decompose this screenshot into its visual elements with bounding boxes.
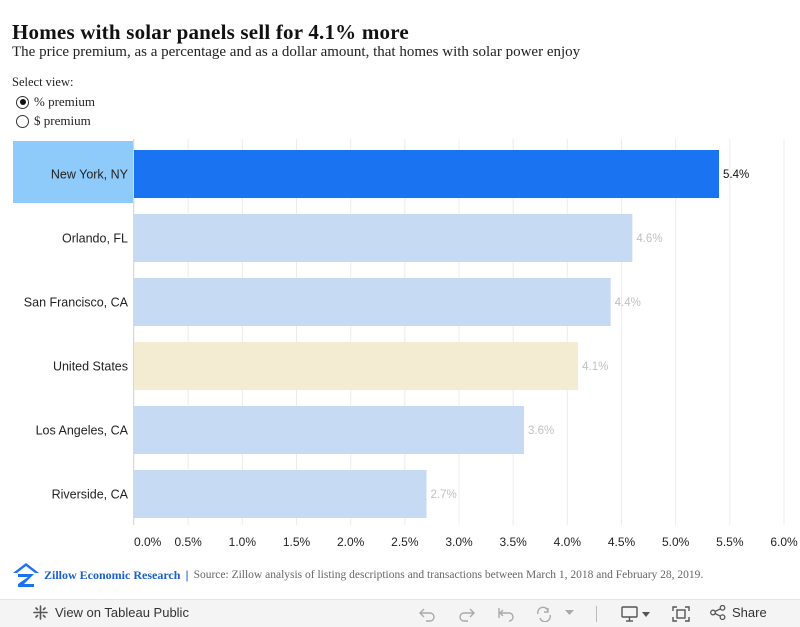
brand-name: Zillow Economic Research (44, 567, 181, 582)
radio-dollar-label: $ premium (34, 113, 91, 128)
x-tick-label: 5.0% (662, 535, 690, 549)
x-tick-label: 2.0% (337, 535, 365, 549)
data-label: 4.4% (615, 297, 641, 309)
fullscreen-icon[interactable] (672, 606, 690, 622)
x-tick-label: 1.5% (283, 535, 311, 549)
x-tick-label: 2.5% (391, 535, 419, 549)
category-label: San Francisco, CA (24, 296, 129, 310)
data-label: 4.6% (636, 233, 662, 245)
data-label: 3.6% (528, 425, 554, 437)
data-label: 2.7% (431, 489, 457, 501)
x-tick-label: 6.0% (770, 535, 798, 549)
radio-checked-icon[interactable] (16, 95, 29, 109)
data-label: 4.1% (582, 361, 608, 373)
footer: Zillow Economic Research | Source: Zillo… (12, 562, 703, 588)
view-on-tableau-button[interactable]: View on Tableau Public (33, 605, 189, 620)
bar[interactable] (134, 214, 633, 262)
category-label: Riverside, CA (52, 488, 129, 502)
share-button[interactable]: Share (710, 605, 767, 620)
category-label: Los Angeles, CA (36, 424, 129, 438)
radio-unchecked-icon[interactable] (16, 114, 29, 128)
download-icon[interactable] (621, 606, 651, 622)
category-highlight (13, 141, 133, 203)
x-tick-label: 3.0% (445, 535, 473, 549)
dropdown-icon[interactable] (565, 610, 574, 616)
share-icon (710, 605, 726, 620)
view-on-tableau-label: View on Tableau Public (55, 605, 189, 620)
bar[interactable] (134, 406, 524, 454)
toolbar-divider (596, 606, 597, 622)
redo-icon[interactable] (458, 606, 476, 622)
x-tick-label: 0.0% (134, 535, 162, 549)
category-label: United States (53, 360, 128, 374)
bar[interactable] (134, 278, 611, 326)
share-label: Share (732, 605, 767, 620)
bar[interactable] (134, 470, 427, 518)
view-selector-label: Select view: (12, 75, 74, 89)
undo-icon[interactable] (418, 606, 436, 622)
source-note: Source: Zillow analysis of listing descr… (193, 569, 704, 581)
bar-chart: New York, NY 5.4% Orlando, FL 4.6% San Franc… (13, 139, 798, 549)
data-label: 5.4% (723, 169, 749, 181)
x-tick-label: 0.5% (174, 535, 202, 549)
tableau-toolbar: View on Tableau Public Share (0, 599, 800, 627)
bar[interactable] (134, 150, 719, 198)
radio-percent-premium[interactable]: % premium (16, 94, 95, 110)
zillow-logo-icon (13, 563, 39, 587)
footer-separator: | (185, 568, 189, 582)
page-title: Homes with solar panels sell for 4.1% mo… (12, 20, 409, 44)
x-tick-label: 4.0% (554, 535, 582, 549)
tableau-icon (33, 605, 48, 620)
radio-percent-label: % premium (34, 94, 96, 109)
radio-dollar-premium[interactable]: $ premium (16, 113, 91, 129)
refresh-icon[interactable] (535, 606, 553, 622)
page-subtitle: The price premium, as a percentage and a… (12, 44, 581, 60)
category-label: Orlando, FL (62, 232, 128, 246)
x-tick-label: 1.0% (229, 535, 257, 549)
bar[interactable] (134, 342, 579, 390)
x-tick-label: 4.5% (608, 535, 636, 549)
x-tick-label: 5.5% (716, 535, 744, 549)
revert-icon[interactable] (497, 606, 515, 622)
category-label: New York, NY (51, 168, 129, 182)
x-tick-label: 3.5% (499, 535, 527, 549)
